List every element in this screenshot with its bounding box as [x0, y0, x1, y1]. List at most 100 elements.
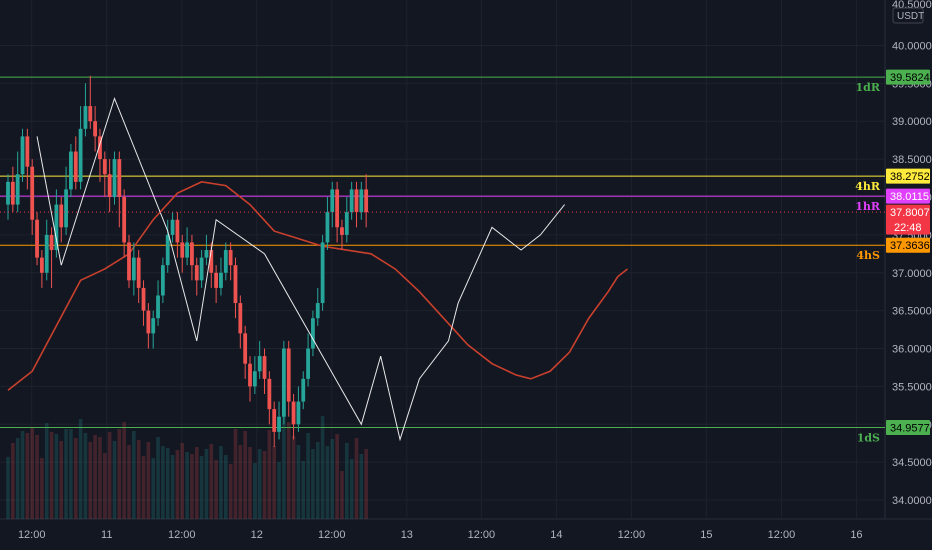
volume-bar	[20, 431, 25, 519]
volume-bar	[59, 441, 64, 519]
volume-bar	[194, 447, 199, 519]
volume-bar	[296, 445, 301, 519]
candle	[257, 340, 262, 379]
price-tick-label: 39.0000	[892, 116, 932, 128]
volume-bar	[214, 460, 218, 519]
candle	[233, 257, 238, 319]
candle-body	[160, 265, 165, 296]
badge-1dS-bg	[886, 419, 930, 435]
badge-1dS: 34.9577	[886, 419, 930, 435]
quote-unit-label: USDT	[897, 11, 924, 22]
candle-body	[272, 409, 277, 432]
volume-bar	[301, 461, 306, 519]
price-tick-label: 35.5000	[892, 381, 932, 393]
candle-body	[252, 371, 257, 387]
candle	[364, 174, 369, 228]
volume-bar	[112, 441, 117, 519]
moving-average	[7, 181, 629, 391]
volume-bar	[175, 450, 180, 519]
candle-body	[64, 189, 68, 228]
volume-bar	[345, 443, 349, 519]
volume-bar	[156, 437, 160, 519]
time-tick-label: 11	[101, 529, 112, 541]
candle	[204, 234, 209, 266]
candle	[190, 234, 194, 281]
candle	[291, 393, 296, 440]
volume-bar	[103, 453, 107, 519]
volume-bar	[219, 446, 223, 519]
volume-bar	[170, 455, 175, 519]
candle-body	[141, 287, 146, 311]
badge-1hR-bg	[886, 188, 930, 204]
badge-4hR: 38.2752	[886, 168, 930, 184]
volume-bar	[35, 435, 39, 519]
volume-bar	[88, 442, 93, 519]
volume-bar	[335, 434, 339, 519]
volume-bar	[11, 443, 15, 519]
candle	[127, 234, 131, 288]
candle-body	[267, 378, 272, 410]
candle	[131, 242, 136, 296]
candle-body	[25, 136, 30, 167]
candle	[102, 151, 107, 197]
candle-body	[122, 196, 127, 243]
badge-4hS: 37.3636	[886, 237, 930, 253]
candle-body	[151, 318, 156, 334]
badge-1dR: 39.5824	[886, 69, 930, 85]
volume-bar	[320, 416, 325, 519]
candle-body	[204, 250, 209, 258]
level-name-4hR: 4hR	[855, 180, 881, 193]
candle	[301, 371, 306, 410]
candle	[30, 159, 35, 235]
zigzag-pattern	[36, 97, 565, 442]
candle-body	[107, 174, 112, 197]
candle-body	[354, 189, 359, 213]
volume-bar	[180, 443, 185, 519]
candle-body	[219, 272, 223, 288]
candle-body	[223, 250, 228, 273]
time-tick-label: 12:00	[168, 529, 196, 541]
volume-bar	[25, 433, 30, 519]
candle	[272, 401, 277, 448]
level-name-4hS: 4hS	[856, 249, 880, 262]
time-axis[interactable]: 12:00 11 12:00 12 12:00 13 12:00 14 12:00 15 12:00…	[18, 529, 863, 541]
candle-body	[199, 257, 204, 281]
candle-body	[93, 121, 98, 137]
candle-body	[291, 401, 296, 425]
candle	[25, 128, 30, 190]
candle	[262, 348, 267, 394]
candle-body	[180, 242, 185, 258]
candle	[243, 325, 248, 379]
volume-bar	[122, 422, 126, 519]
volume-bar	[64, 429, 68, 519]
time-tick-label: 12:00	[468, 529, 496, 541]
candle-body	[344, 212, 349, 235]
volume-bar	[30, 428, 34, 519]
candle-body	[102, 159, 107, 175]
candle	[107, 159, 112, 213]
price-tick-label: 37.0000	[892, 268, 932, 280]
candle	[359, 181, 364, 220]
candle-body	[257, 356, 262, 372]
candle-body	[364, 189, 369, 213]
volume-bar	[73, 438, 78, 519]
badge-1hR: 38.0115	[886, 188, 930, 204]
volume-bar	[248, 447, 252, 519]
candle	[98, 128, 102, 182]
badge-last-price-countdown: 22:48	[894, 222, 922, 234]
candle	[122, 189, 127, 258]
candle-body	[35, 219, 39, 258]
time-tick-label: 15	[700, 529, 712, 541]
candle	[73, 136, 78, 190]
volume-bar	[190, 454, 194, 519]
candle-body	[165, 234, 170, 266]
volume-bar	[165, 448, 170, 519]
volume-bar	[185, 452, 189, 519]
price-tick-label: 34.0000	[892, 495, 932, 507]
price-tick-label: 36.5000	[892, 306, 932, 318]
candle	[344, 196, 349, 243]
volume-bar	[209, 444, 214, 519]
volume-bar	[306, 433, 310, 519]
candle-body	[315, 303, 320, 319]
